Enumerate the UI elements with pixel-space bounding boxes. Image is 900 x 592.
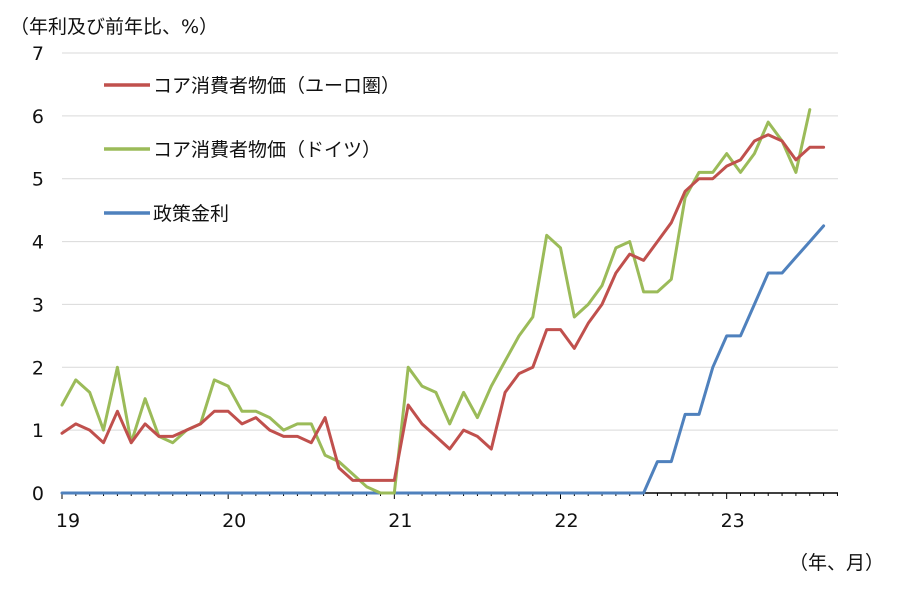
x-tick-label: 20 (222, 510, 246, 532)
y-tick-label: 6 (32, 106, 44, 128)
x-tick-labels: 19 20 21 22 23 (56, 510, 745, 532)
y-tick-label: 3 (32, 294, 44, 316)
y-tick-label: 1 (32, 420, 44, 442)
x-tick-label: 22 (554, 510, 578, 532)
series-line-0 (60, 133, 826, 482)
x-tick-label: 23 (721, 510, 745, 532)
legend-entry: コア消費者物価（ドイツ） (153, 139, 381, 161)
series-line-2 (60, 224, 826, 495)
x-axis-label: （年、月） (788, 552, 884, 574)
legend-entry: 政策金利 (153, 203, 229, 225)
y-tick-label: 0 (32, 483, 44, 505)
y-tick-label: 4 (32, 232, 44, 254)
y-tick-label: 7 (32, 43, 44, 65)
x-tick-label: 19 (56, 510, 80, 532)
series-lines (60, 108, 826, 495)
y-tick-label: 2 (32, 357, 44, 379)
y-axis-label: （年利及び前年比、%） (10, 16, 219, 38)
legend: コア消費者物価（ユーロ圏） コア消費者物価（ドイツ） 政策金利 (104, 75, 400, 225)
y-tick-label: 5 (32, 169, 44, 191)
y-tick-labels: 0 1 2 3 4 5 6 7 (32, 43, 44, 505)
legend-entry: コア消費者物価（ユーロ圏） (153, 75, 400, 97)
x-tick-label: 21 (388, 510, 412, 532)
gridlines (62, 52, 838, 431)
